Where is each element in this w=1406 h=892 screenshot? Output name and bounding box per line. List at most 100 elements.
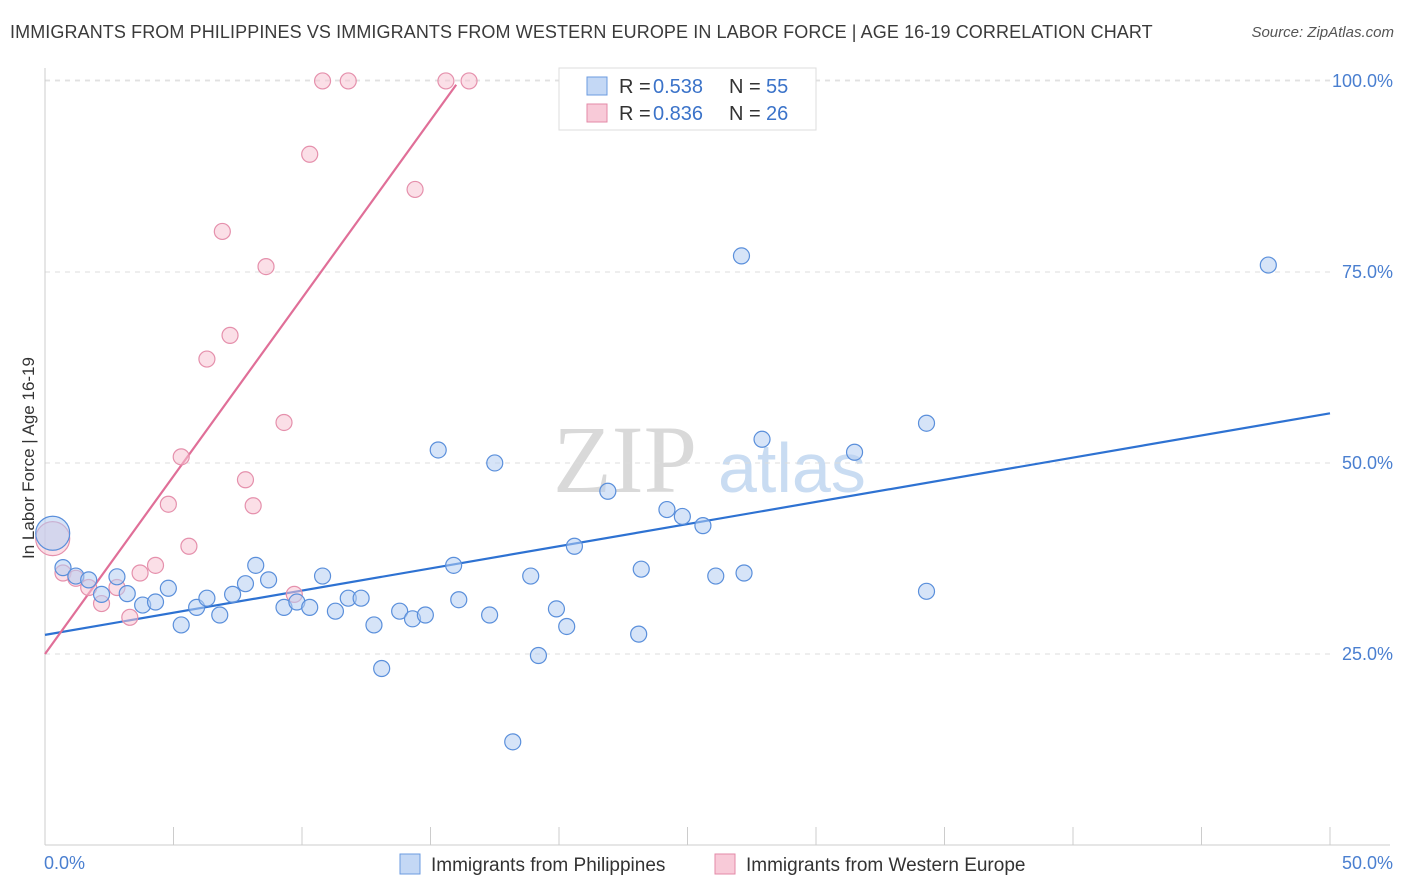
point-philippines-9 — [159, 579, 177, 597]
point-philippines-44 — [658, 500, 676, 519]
watermark-atlas: atlas — [718, 429, 866, 507]
point-philippines-4 — [92, 585, 111, 603]
y-tick-label: 75.0% — [1342, 262, 1393, 282]
point-philippines-40 — [565, 537, 584, 555]
point-philippines-48 — [732, 247, 751, 265]
point-philippines-54 — [1259, 256, 1277, 274]
point-western-europe-12 — [198, 350, 216, 368]
legend-n-value-2: 26 — [766, 103, 788, 125]
trend-lines — [44, 84, 1331, 655]
grid — [45, 79, 1330, 655]
tick-labels: 25.0% 50.0% 75.0% 100.0% 0.0% 50.0% — [44, 71, 1393, 873]
point-philippines-5 — [108, 568, 126, 586]
point-philippines-17 — [259, 571, 278, 589]
y-tick-label: 100.0% — [1332, 71, 1393, 91]
point-western-europe-20 — [301, 145, 319, 163]
point-philippines-43 — [632, 560, 650, 578]
point-western-europe-9 — [159, 495, 177, 513]
point-western-europe-21 — [313, 72, 332, 90]
point-philippines-46 — [694, 517, 712, 535]
watermark: ZIP atlas — [553, 406, 866, 513]
point-philippines-34 — [486, 454, 504, 472]
point-philippines-14 — [224, 585, 242, 603]
point-western-europe-6 — [121, 608, 139, 626]
point-philippines-32 — [450, 591, 468, 609]
point-philippines-38 — [547, 600, 566, 618]
trend-line-philippines — [44, 412, 1331, 636]
series-swatch-western-europe — [714, 853, 736, 875]
point-philippines-6 — [118, 585, 136, 603]
point-philippines-47 — [707, 567, 725, 585]
x-tick-label-max: 50.0% — [1342, 853, 1393, 873]
point-western-europe-18 — [275, 413, 293, 432]
point-philippines-3 — [80, 571, 98, 589]
point-philippines-16 — [247, 556, 265, 574]
legend-n-label-2: N = — [729, 103, 761, 125]
point-western-europe-11 — [180, 537, 198, 555]
legend: R = 0.538 N = 55 R = 0.836 N = 26 — [558, 67, 817, 131]
point-western-europe-8 — [146, 556, 165, 574]
point-philippines-53 — [917, 582, 936, 600]
point-philippines-27 — [391, 602, 409, 620]
point-philippines-35 — [504, 733, 522, 751]
legend-r-label-1: R = — [619, 76, 651, 98]
point-philippines-26 — [373, 659, 391, 678]
trend-line-western-europe — [44, 84, 458, 655]
series-name-philippines: Immigrants from Philippines — [431, 855, 665, 876]
point-philippines-37 — [529, 646, 548, 665]
point-philippines-1 — [54, 559, 72, 577]
point-philippines-41 — [599, 482, 617, 500]
series-legend: Immigrants from Philippines Immigrants f… — [399, 853, 1025, 876]
point-philippines-31 — [445, 556, 463, 574]
y-tick-label: 50.0% — [1342, 453, 1393, 473]
point-western-europe-13 — [213, 222, 231, 241]
point-philippines-20 — [301, 598, 319, 616]
axes — [44, 68, 1390, 846]
point-philippines-39 — [558, 617, 576, 636]
data-points — [35, 72, 1277, 751]
y-tick-label: 25.0% — [1342, 644, 1393, 664]
source-credit: Source: ZipAtlas.com — [1251, 24, 1394, 41]
point-philippines-51 — [845, 443, 864, 461]
legend-r-value-1: 0.538 — [653, 76, 703, 98]
point-philippines-42 — [630, 625, 648, 643]
point-western-europe-24 — [437, 72, 455, 90]
x-tick-label-min: 0.0% — [44, 853, 85, 873]
point-western-europe-23 — [406, 180, 424, 199]
legend-n-label-1: N = — [729, 76, 761, 98]
point-western-europe-25 — [460, 72, 478, 90]
point-philippines-45 — [673, 507, 691, 526]
point-philippines-49 — [735, 564, 753, 582]
point-philippines-8 — [146, 593, 165, 611]
y-axis-label: In Labor Force | Age 16-19 — [19, 357, 38, 559]
point-philippines-29 — [416, 606, 434, 624]
chart-title: IMMIGRANTS FROM PHILIPPINES VS IMMIGRANT… — [10, 22, 1153, 42]
point-western-europe-7 — [131, 564, 149, 582]
series-swatch-philippines — [399, 853, 421, 875]
legend-swatch-western-europe — [586, 103, 608, 123]
point-philippines-24 — [352, 589, 370, 607]
point-philippines-25 — [365, 616, 383, 634]
point-western-europe-17 — [257, 257, 275, 276]
point-philippines-21 — [313, 567, 332, 585]
point-philippines-33 — [481, 606, 499, 624]
point-western-europe-16 — [244, 497, 262, 515]
legend-swatch-philippines — [586, 76, 608, 96]
point-western-europe-22 — [339, 72, 357, 90]
point-philippines-30 — [429, 441, 447, 459]
legend-n-value-1: 55 — [766, 76, 788, 98]
point-western-europe-15 — [236, 471, 255, 489]
point-philippines-22 — [326, 602, 345, 620]
point-philippines-10 — [172, 616, 190, 634]
point-philippines-12 — [198, 589, 216, 607]
point-philippines-52 — [917, 414, 936, 432]
series-name-western-europe: Immigrants from Western Europe — [746, 855, 1025, 876]
point-philippines-50 — [753, 430, 771, 448]
legend-r-value-2: 0.836 — [653, 103, 703, 125]
point-philippines-13 — [211, 606, 229, 624]
watermark-zip: ZIP — [553, 406, 697, 513]
point-philippines-36 — [522, 567, 540, 585]
point-western-europe-10 — [172, 448, 190, 466]
point-western-europe-14 — [221, 326, 239, 344]
